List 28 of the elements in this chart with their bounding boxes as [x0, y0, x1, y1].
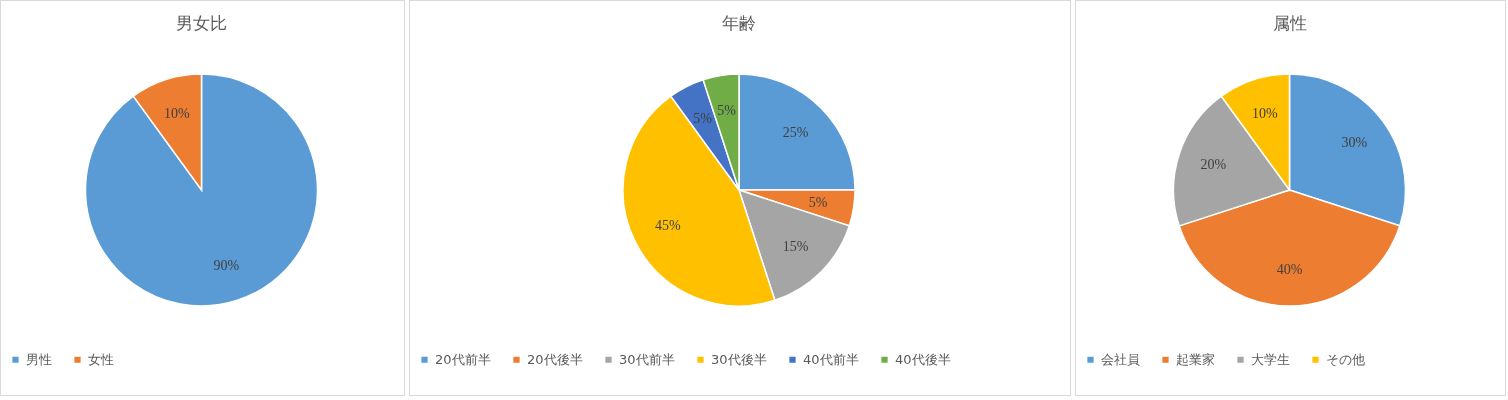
data-label: 10%: [163, 105, 190, 121]
data-label: 40%: [1276, 262, 1303, 277]
chart-title: 男女比: [176, 13, 227, 33]
data-label: 10%: [1251, 105, 1278, 121]
legend-label: 30代前半: [619, 351, 675, 367]
legend-label: 大学生: [1251, 351, 1290, 367]
data-label: 20%: [1200, 157, 1227, 173]
legend-label: 20代後半: [527, 351, 583, 367]
data-label: 90%: [213, 258, 240, 274]
legend-label: 30代後半: [711, 351, 767, 367]
legend-label: 会社員: [1101, 351, 1140, 367]
legend-label: 20代前半: [435, 351, 491, 367]
data-label: 15%: [782, 238, 809, 254]
chart-title: 属性: [1272, 13, 1307, 33]
legend-label: その他: [1326, 351, 1365, 367]
data-label: 25%: [782, 125, 809, 141]
data-label: 45%: [654, 218, 681, 234]
legend-label: 40代前半: [803, 351, 859, 367]
legend-label: 男性: [26, 351, 52, 367]
legend-label: 起業家: [1176, 351, 1215, 367]
chart-title: 年齢: [722, 13, 756, 33]
data-label: 5%: [808, 194, 828, 210]
pie-slice: [84, 73, 319, 307]
data-label: 30%: [1341, 134, 1368, 150]
data-label: 5%: [717, 102, 737, 118]
data-label: 5%: [693, 110, 713, 126]
legend-label: 40代後半: [895, 351, 951, 367]
legend-label: 女性: [88, 351, 114, 367]
